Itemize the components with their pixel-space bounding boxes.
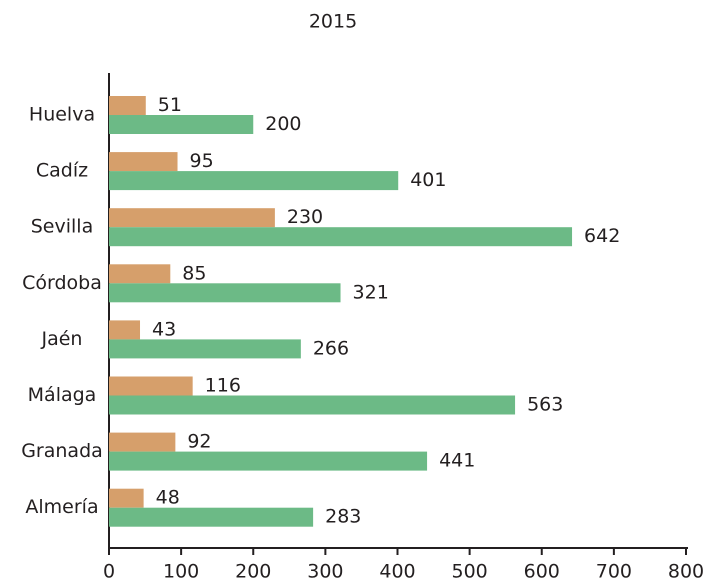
bar [109,171,399,191]
x-tick-label: 300 [307,561,343,581]
value-label: 116 [205,375,241,397]
value-label: 48 [156,487,180,509]
y-tick-label: Córdoba [22,272,102,294]
bar [109,208,275,228]
x-tick-label: 0 [103,561,115,581]
bar [109,488,144,508]
y-tick-label: Huelva [29,104,95,126]
value-label: 441 [439,450,475,472]
value-label: 43 [152,318,176,340]
y-tick-label: Almería [25,496,98,518]
value-label: 85 [182,262,206,284]
bar [109,96,146,115]
value-label: 95 [190,150,214,172]
x-tick-label: 600 [524,561,560,581]
x-tick-label: 800 [668,561,704,581]
value-label: 642 [584,225,620,247]
bar [109,395,516,415]
bar [109,283,341,303]
x-tick-label: 200 [235,561,271,581]
y-tick-label: Sevilla [31,216,93,238]
value-label: 401 [410,169,446,191]
value-label: 563 [527,394,563,416]
x-tick-label: 100 [163,561,199,581]
value-label: 92 [187,431,211,453]
value-label: 51 [158,94,182,116]
x-tick-label: 500 [451,561,487,581]
bar [109,339,301,359]
value-label: 321 [353,281,389,303]
y-tick-label: Jaén [41,328,83,350]
value-label: 200 [265,113,301,135]
y-tick-label: Málaga [28,384,97,406]
bar [109,264,171,284]
bar [109,152,178,172]
bar [109,451,428,471]
value-label: 266 [313,337,349,359]
bar [109,432,176,452]
chart-title: 2015 [309,11,357,33]
y-tick-label: Granada [21,440,103,462]
y-tick-label: Cadíz [36,160,88,182]
x-tick-label: 700 [596,561,632,581]
bar [109,507,314,527]
value-label: 230 [287,206,323,228]
bar [109,320,141,340]
bar [109,227,573,247]
x-tick-label: 400 [379,561,415,581]
bar [109,376,193,396]
bar [109,115,254,134]
value-label: 283 [325,506,361,528]
